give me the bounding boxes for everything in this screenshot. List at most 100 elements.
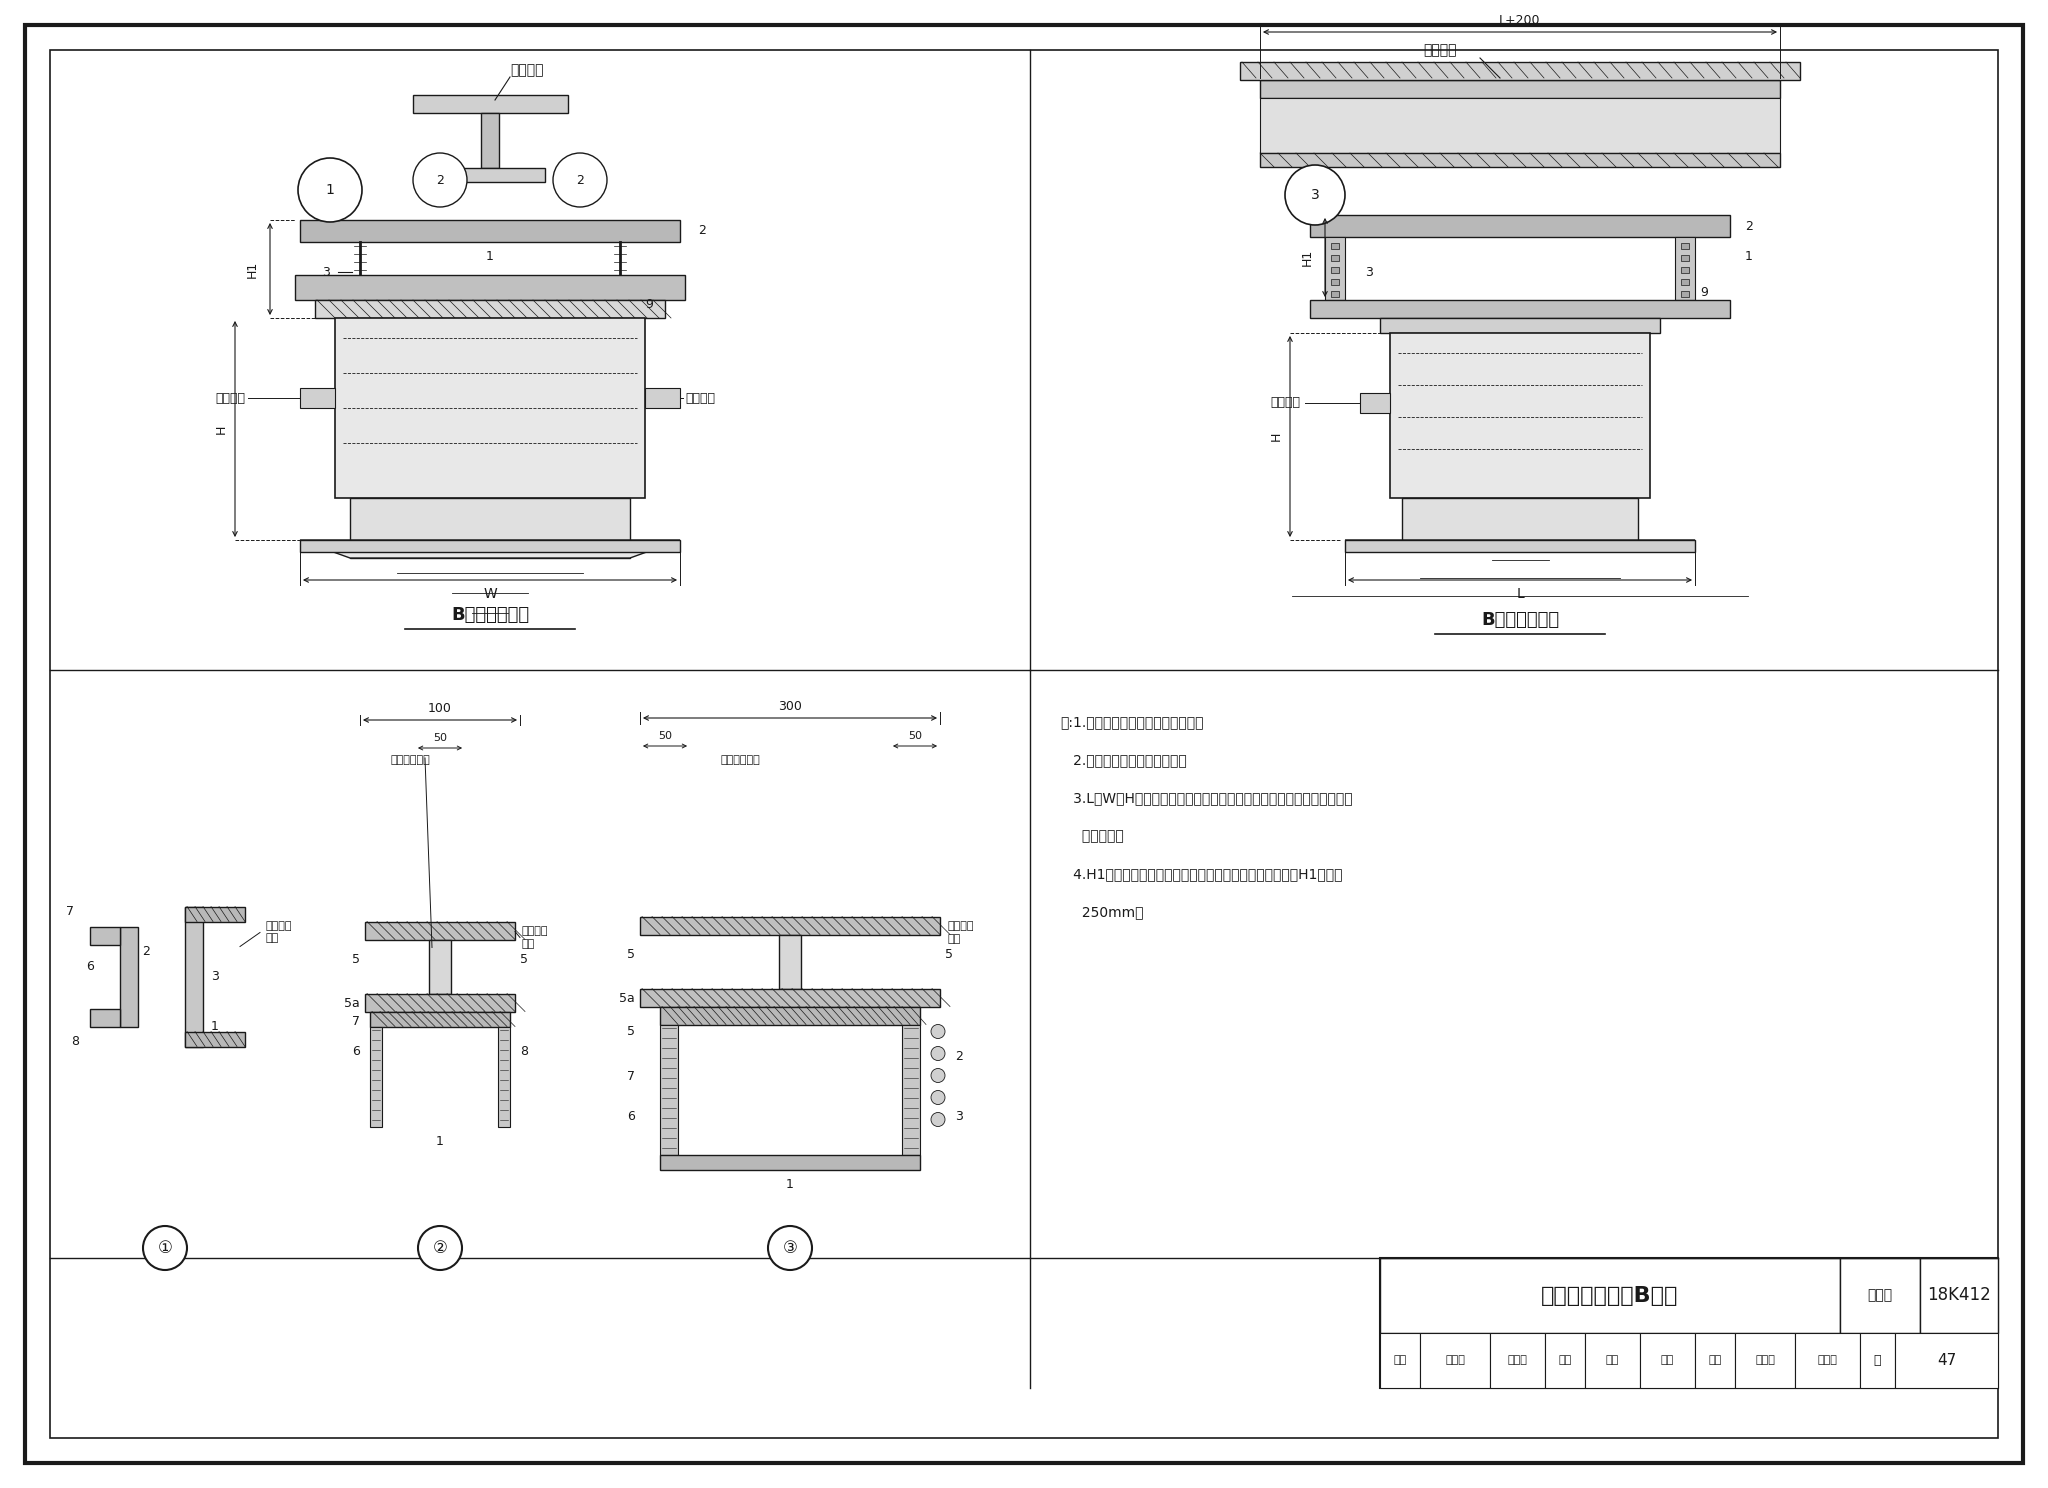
Text: 形尺寸表。: 形尺寸表。: [1061, 829, 1124, 844]
Text: 1: 1: [211, 1019, 219, 1033]
Text: 结构钢梁: 结构钢梁: [948, 921, 975, 931]
Bar: [1585, 1333, 1640, 1388]
Text: 2: 2: [436, 174, 444, 186]
Bar: [1260, 80, 1780, 98]
Bar: [901, 1025, 920, 1155]
Bar: [1331, 254, 1339, 260]
Bar: [1239, 62, 1800, 80]
Text: H: H: [215, 424, 227, 433]
Text: 结构钢梁: 结构钢梁: [1423, 43, 1456, 57]
Text: 2: 2: [141, 945, 150, 958]
Bar: [1260, 153, 1780, 167]
Text: 4.H1为设备顶部与吊架底的距离，由工程设计确定，一般H1不小于: 4.H1为设备顶部与吊架底的距离，由工程设计确定，一般H1不小于: [1061, 868, 1343, 881]
Bar: [90, 1009, 121, 1027]
Text: 3: 3: [1366, 265, 1372, 278]
Text: 50: 50: [657, 731, 672, 741]
Polygon shape: [1346, 540, 1696, 548]
Bar: [639, 988, 940, 1006]
Bar: [1839, 1257, 1921, 1333]
Bar: [371, 1027, 383, 1126]
Text: 翼板: 翼板: [948, 934, 961, 945]
Circle shape: [932, 1113, 944, 1126]
Text: 校对: 校对: [1559, 1356, 1571, 1366]
Bar: [1311, 301, 1731, 318]
Text: 5: 5: [944, 948, 952, 961]
Text: 管道接口: 管道接口: [684, 391, 715, 405]
Bar: [1921, 1257, 1999, 1333]
Bar: [1794, 1333, 1860, 1388]
Circle shape: [553, 153, 606, 207]
Text: 5: 5: [520, 952, 528, 966]
Text: 2: 2: [954, 1051, 963, 1062]
Bar: [1403, 498, 1638, 548]
Bar: [1331, 278, 1339, 286]
Bar: [645, 388, 680, 408]
Text: 7: 7: [66, 905, 74, 918]
Bar: [1325, 237, 1346, 301]
Bar: [121, 927, 137, 1027]
Bar: [434, 168, 545, 182]
Text: 6: 6: [86, 960, 94, 973]
Text: 孙进波: 孙进波: [1817, 1356, 1837, 1366]
Text: 250mm。: 250mm。: [1061, 905, 1143, 920]
Text: L: L: [1516, 586, 1524, 601]
Bar: [481, 113, 500, 168]
Text: 审核: 审核: [1393, 1356, 1407, 1366]
Text: 2: 2: [575, 174, 584, 186]
Text: 翼板: 翼板: [264, 933, 279, 943]
Text: 6: 6: [352, 1045, 360, 1058]
Text: 1: 1: [485, 250, 494, 263]
Bar: [1260, 98, 1780, 153]
Bar: [315, 301, 666, 318]
Text: 8: 8: [520, 1045, 528, 1058]
Text: ③: ③: [782, 1240, 797, 1257]
Circle shape: [932, 1091, 944, 1104]
Circle shape: [932, 1046, 944, 1061]
Circle shape: [414, 153, 467, 207]
Text: 3: 3: [211, 970, 219, 984]
Bar: [184, 906, 203, 1046]
Text: 9: 9: [645, 299, 653, 311]
Text: L+200: L+200: [1499, 13, 1540, 27]
Text: 2.水管接管方向与钢梁平行。: 2.水管接管方向与钢梁平行。: [1061, 753, 1186, 766]
Bar: [371, 1012, 510, 1027]
Bar: [1696, 1333, 1735, 1388]
Text: 3: 3: [954, 1110, 963, 1123]
Bar: [1491, 1333, 1544, 1388]
Text: 张阳: 张阳: [1606, 1356, 1620, 1366]
Text: H: H: [1270, 432, 1282, 440]
Bar: [1544, 1333, 1585, 1388]
Text: 50: 50: [432, 734, 446, 743]
Bar: [659, 1155, 920, 1170]
Circle shape: [418, 1226, 463, 1269]
Circle shape: [1284, 165, 1346, 225]
Text: 50: 50: [907, 731, 922, 741]
Bar: [1380, 1257, 1839, 1333]
Circle shape: [932, 1068, 944, 1082]
Bar: [428, 939, 451, 994]
Text: 审：叶: 审：叶: [1507, 1356, 1528, 1366]
Bar: [295, 275, 684, 301]
Text: 管道接口: 管道接口: [1270, 396, 1300, 409]
Bar: [1681, 254, 1690, 260]
Circle shape: [143, 1226, 186, 1269]
Bar: [414, 95, 567, 113]
Bar: [778, 934, 801, 988]
Bar: [350, 498, 631, 558]
Text: 7: 7: [352, 1015, 360, 1028]
Text: 1: 1: [326, 183, 334, 196]
Text: 5: 5: [352, 952, 360, 966]
Text: 1: 1: [786, 1178, 795, 1190]
Bar: [1735, 1333, 1794, 1388]
Bar: [299, 220, 680, 243]
Bar: [1346, 540, 1696, 552]
Text: 2: 2: [1745, 220, 1753, 232]
Text: 页: 页: [1874, 1354, 1882, 1367]
Text: 管道接口: 管道接口: [215, 391, 246, 405]
Text: 注:1.本图为钢梁抱箍无减振器吊装。: 注:1.本图为钢梁抱箍无减振器吊装。: [1061, 716, 1204, 729]
Polygon shape: [299, 540, 680, 558]
Bar: [1681, 266, 1690, 272]
Text: 6: 6: [627, 1110, 635, 1123]
Text: B型安装左视图: B型安装左视图: [1481, 612, 1559, 629]
Text: B型安装主视图: B型安装主视图: [451, 606, 528, 623]
